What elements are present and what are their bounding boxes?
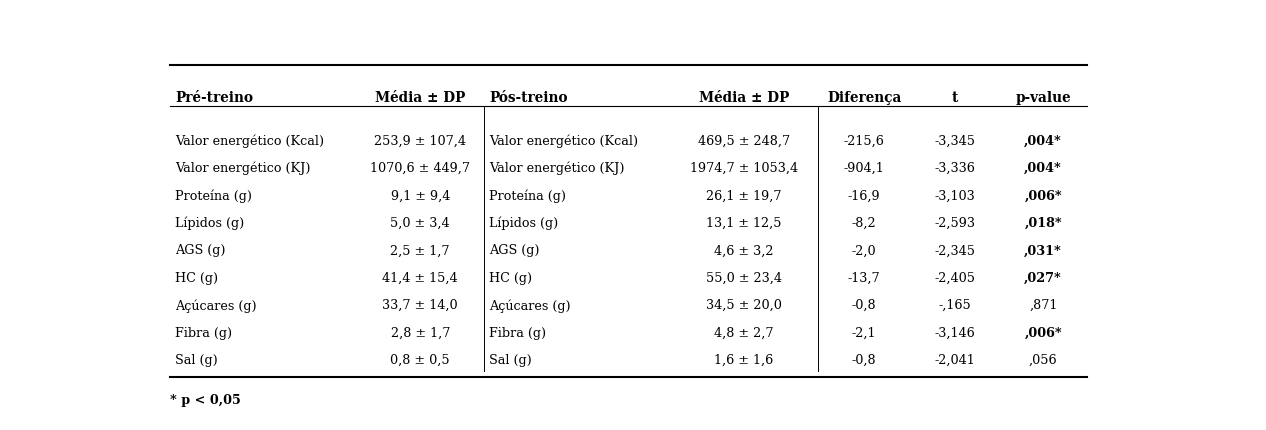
Text: Pós-treino: Pós-treino: [489, 91, 567, 105]
Text: 41,4 ± 15,4: 41,4 ± 15,4: [382, 272, 458, 285]
Text: 1974,7 ± 1053,4: 1974,7 ± 1053,4: [690, 162, 798, 175]
Text: 2,5 ± 1,7: 2,5 ± 1,7: [390, 244, 449, 257]
Text: -3,103: -3,103: [934, 189, 975, 203]
Text: 55,0 ± 23,4: 55,0 ± 23,4: [706, 272, 782, 285]
Text: AGS (g): AGS (g): [489, 244, 539, 257]
Text: Valor energético (KJ): Valor energético (KJ): [489, 162, 624, 175]
Text: 1,6 ± 1,6: 1,6 ± 1,6: [714, 354, 774, 367]
Text: Açúcares (g): Açúcares (g): [489, 299, 571, 313]
Text: 26,1 ± 19,7: 26,1 ± 19,7: [706, 189, 781, 203]
Text: -0,8: -0,8: [852, 299, 876, 312]
Text: ,871: ,871: [1029, 299, 1057, 312]
Text: Valor energético (KJ): Valor energético (KJ): [175, 162, 310, 175]
Text: -13,7: -13,7: [848, 272, 880, 285]
Text: Média ± DP: Média ± DP: [699, 91, 789, 105]
Text: 9,1 ± 9,4: 9,1 ± 9,4: [390, 189, 449, 203]
Text: AGS (g): AGS (g): [175, 244, 225, 257]
Text: Sal (g): Sal (g): [175, 354, 218, 367]
Text: Lípidos (g): Lípidos (g): [489, 217, 558, 230]
Text: -,165: -,165: [938, 299, 971, 312]
Text: 5,0 ± 3,4: 5,0 ± 3,4: [390, 217, 449, 230]
Text: -904,1: -904,1: [844, 162, 885, 175]
Text: -3,146: -3,146: [934, 327, 975, 340]
Text: 4,8 ± 2,7: 4,8 ± 2,7: [714, 327, 774, 340]
Text: -3,345: -3,345: [934, 134, 975, 147]
Text: -2,0: -2,0: [852, 244, 876, 257]
Text: -0,8: -0,8: [852, 354, 876, 367]
Text: * p < 0,05: * p < 0,05: [170, 394, 241, 407]
Text: 2,8 ± 1,7: 2,8 ± 1,7: [390, 327, 449, 340]
Text: 33,7 ± 14,0: 33,7 ± 14,0: [382, 299, 458, 312]
Text: Fibra (g): Fibra (g): [175, 327, 232, 340]
Text: Açúcares (g): Açúcares (g): [175, 299, 257, 313]
Text: Valor energético (Kcal): Valor energético (Kcal): [175, 134, 324, 148]
Text: -2,041: -2,041: [934, 354, 975, 367]
Text: -2,593: -2,593: [934, 217, 975, 230]
Text: HC (g): HC (g): [175, 272, 218, 285]
Text: 469,5 ± 248,7: 469,5 ± 248,7: [698, 134, 790, 147]
Text: -3,336: -3,336: [934, 162, 975, 175]
Text: 1070,6 ± 449,7: 1070,6 ± 449,7: [370, 162, 470, 175]
Text: p-value: p-value: [1015, 91, 1071, 105]
Text: Diferença: Diferença: [827, 91, 901, 105]
Text: 253,9 ± 107,4: 253,9 ± 107,4: [375, 134, 466, 147]
Text: ,031*: ,031*: [1024, 244, 1062, 257]
Text: Pré-treino: Pré-treino: [175, 91, 253, 105]
Text: 34,5 ± 20,0: 34,5 ± 20,0: [706, 299, 782, 312]
Text: ,027*: ,027*: [1024, 272, 1062, 285]
Text: 0,8 ± 0,5: 0,8 ± 0,5: [390, 354, 449, 367]
Text: ,004*: ,004*: [1024, 134, 1062, 147]
Text: -215,6: -215,6: [843, 134, 885, 147]
Text: Lípidos (g): Lípidos (g): [175, 217, 244, 230]
Text: ,006*: ,006*: [1024, 327, 1062, 340]
Text: Proteína (g): Proteína (g): [489, 189, 566, 203]
Text: ,004*: ,004*: [1024, 162, 1062, 175]
Text: Média ± DP: Média ± DP: [375, 91, 466, 105]
Text: ,006*: ,006*: [1024, 189, 1062, 203]
Text: 13,1 ± 12,5: 13,1 ± 12,5: [706, 217, 781, 230]
Text: Proteína (g): Proteína (g): [175, 189, 252, 203]
Text: -16,9: -16,9: [848, 189, 880, 203]
Text: ,056: ,056: [1029, 354, 1057, 367]
Text: t: t: [952, 91, 958, 105]
Text: HC (g): HC (g): [489, 272, 532, 285]
Text: -2,1: -2,1: [852, 327, 876, 340]
Text: Valor energético (Kcal): Valor energético (Kcal): [489, 134, 638, 148]
Text: -2,405: -2,405: [934, 272, 975, 285]
Text: Fibra (g): Fibra (g): [489, 327, 546, 340]
Text: ,018*: ,018*: [1024, 217, 1062, 230]
Text: Sal (g): Sal (g): [489, 354, 532, 367]
Text: 4,6 ± 3,2: 4,6 ± 3,2: [714, 244, 774, 257]
Text: -2,345: -2,345: [934, 244, 975, 257]
Text: -8,2: -8,2: [852, 217, 876, 230]
